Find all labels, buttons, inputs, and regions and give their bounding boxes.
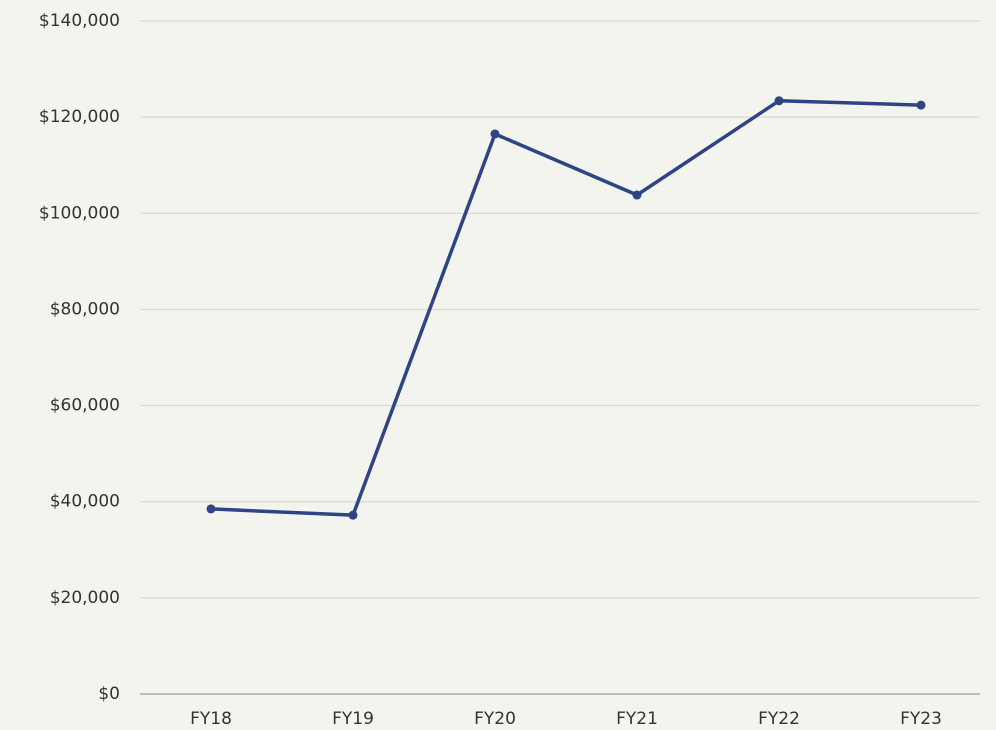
y-tick-label: $20,000: [50, 588, 120, 608]
y-tick-label: $0: [98, 684, 120, 704]
y-tick-label: $100,000: [39, 203, 120, 223]
x-tick-label: FY18: [190, 709, 232, 729]
line: [210, 99, 922, 517]
x-tick-label: FY23: [900, 709, 942, 729]
point: [774, 96, 784, 106]
point: [206, 504, 216, 514]
x-tick-label: FY20: [474, 709, 516, 729]
point: [916, 100, 926, 110]
x-tick-label: FY21: [616, 709, 658, 729]
point: [632, 190, 642, 200]
y-tick-label: $40,000: [50, 492, 120, 512]
y-tick-label: $140,000: [39, 11, 120, 31]
x-tick-label: FY22: [758, 709, 800, 729]
point: [490, 129, 500, 139]
y-tick-label: $60,000: [50, 396, 120, 416]
y-tick-label: $120,000: [39, 107, 120, 127]
y-tick-label: $80,000: [50, 299, 120, 319]
point: [348, 510, 358, 520]
x-tick-label: FY19: [332, 709, 374, 729]
